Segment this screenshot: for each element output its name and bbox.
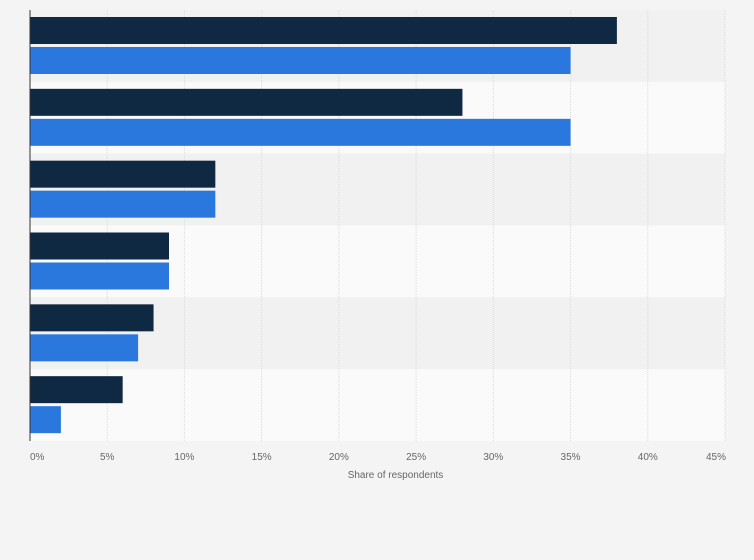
x-tick-label: 0% <box>30 452 45 463</box>
bar-series-2[interactable] <box>30 262 169 290</box>
x-tick-label: 45% <box>706 452 726 463</box>
category-band <box>30 369 725 441</box>
bar-series-2[interactable] <box>30 334 139 362</box>
x-tick-label: 20% <box>329 452 349 463</box>
x-tick-label: 10% <box>174 452 194 463</box>
bar-series-1[interactable] <box>30 88 463 116</box>
x-tick-label: 40% <box>638 452 658 463</box>
x-tick-label: 30% <box>483 452 503 463</box>
bar-series-2[interactable] <box>30 118 571 146</box>
x-axis-ticks: 0% 5% 10% 15% 20% 25% 30% 35% 40% 45% <box>30 452 726 463</box>
x-tick-label: 5% <box>100 452 115 463</box>
bar-series-2[interactable] <box>30 190 216 218</box>
bar-series-1[interactable] <box>30 304 154 332</box>
x-tick-label: 25% <box>406 452 426 463</box>
bar-series-1[interactable] <box>30 232 169 260</box>
bar-series-2[interactable] <box>30 406 61 434</box>
category-bands <box>30 10 725 441</box>
bar-series-1[interactable] <box>30 17 617 44</box>
bar-series-2[interactable] <box>30 47 571 74</box>
x-tick-label: 35% <box>561 452 581 463</box>
bar-series-1[interactable] <box>30 376 123 404</box>
x-tick-label: 15% <box>252 452 272 463</box>
bar-series-1[interactable] <box>30 160 216 188</box>
bars <box>30 17 617 434</box>
x-axis-title: Share of respondents <box>348 470 444 481</box>
